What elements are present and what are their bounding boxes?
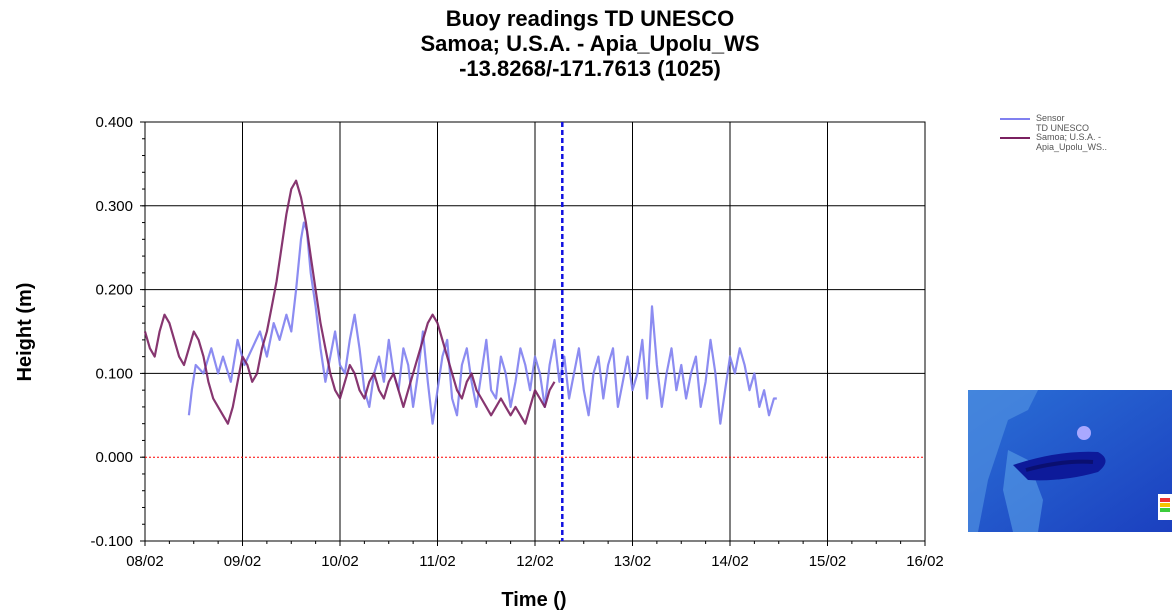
minimap-trench <box>1013 451 1106 481</box>
x-tick-label: 11/02 <box>419 553 455 570</box>
x-tick-label: 09/02 <box>224 553 262 570</box>
legend-swatch-samoa <box>1000 137 1030 139</box>
minimap-colorbar <box>1160 503 1170 507</box>
legend-label-samoa-line-2: Apia_Upolu_WS.. <box>1036 141 1108 152</box>
y-tick-label: 0.100 <box>95 365 133 382</box>
y-axis-label: Height (m) <box>14 283 36 382</box>
legend-label-samoa-line-1: Samoa; U.S.A. - <box>1036 132 1102 142</box>
x-tick-label: 12/02 <box>516 553 554 570</box>
minimap-colorbar <box>1160 498 1170 502</box>
x-tick-label: 08/02 <box>126 553 164 570</box>
legend-entry-samoa[interactable]: Samoa; U.S.A. - Apia_Upolu_WS.. <box>1000 132 1108 152</box>
chart-title: Buoy readings TD UNESCO Samoa; U.S.A. - … <box>300 6 880 81</box>
minimap-buoy-marker <box>1077 426 1091 440</box>
x-tick-label: 15/02 <box>809 553 847 570</box>
legend-swatch-sensor <box>1000 118 1030 120</box>
minimap-land <box>1003 450 1043 532</box>
location-minimap[interactable] <box>968 390 1172 532</box>
minimap-graphic <box>968 390 1172 532</box>
minimap-colorbar <box>1160 508 1170 512</box>
y-tick-label: 0.200 <box>95 282 133 299</box>
x-tick-label: 13/02 <box>614 553 652 570</box>
legend-label-sensor-line-2: TD UNESCO <box>1036 122 1090 133</box>
legend-entry-sensor[interactable]: Sensor TD UNESCO <box>1000 113 1107 133</box>
series-line-samoa <box>143 179 556 425</box>
y-tick-label: 0.400 <box>95 114 133 131</box>
x-tick-label: 14/02 <box>711 553 749 570</box>
y-tick-label: 0.300 <box>95 198 133 215</box>
title-line-2: Samoa; U.S.A. - Apia_Upolu_WS <box>420 31 760 56</box>
axis-layer: 08/02 09/02 10/02 11/02 12/02 13/02 14/02 15/02… <box>90 114 943 570</box>
minimap-trench <box>1025 459 1094 472</box>
x-tick-label: 10/02 <box>321 553 359 570</box>
x-tick-label: 16/02 <box>906 553 944 570</box>
minimap-land <box>968 390 1038 532</box>
legend-label-sensor-line-1: Sensor <box>1036 113 1065 123</box>
line-chart: 08/02 09/02 10/02 11/02 12/02 13/02 14/02 15/02… <box>14 114 944 611</box>
series-layer <box>143 122 777 541</box>
y-tick-label: 0.000 <box>95 449 133 466</box>
chart-grid <box>144 121 926 542</box>
y-tick-label: -0.100 <box>90 533 133 550</box>
chart-legend: Sensor TD UNESCO Samoa; U.S.A. - Apia_Up… <box>1000 113 1108 152</box>
x-axis-label: Time () <box>501 589 566 611</box>
title-line-3: -13.8268/-171.7613 (1025) <box>459 56 721 81</box>
title-line-1: Buoy readings TD UNESCO <box>445 6 735 31</box>
